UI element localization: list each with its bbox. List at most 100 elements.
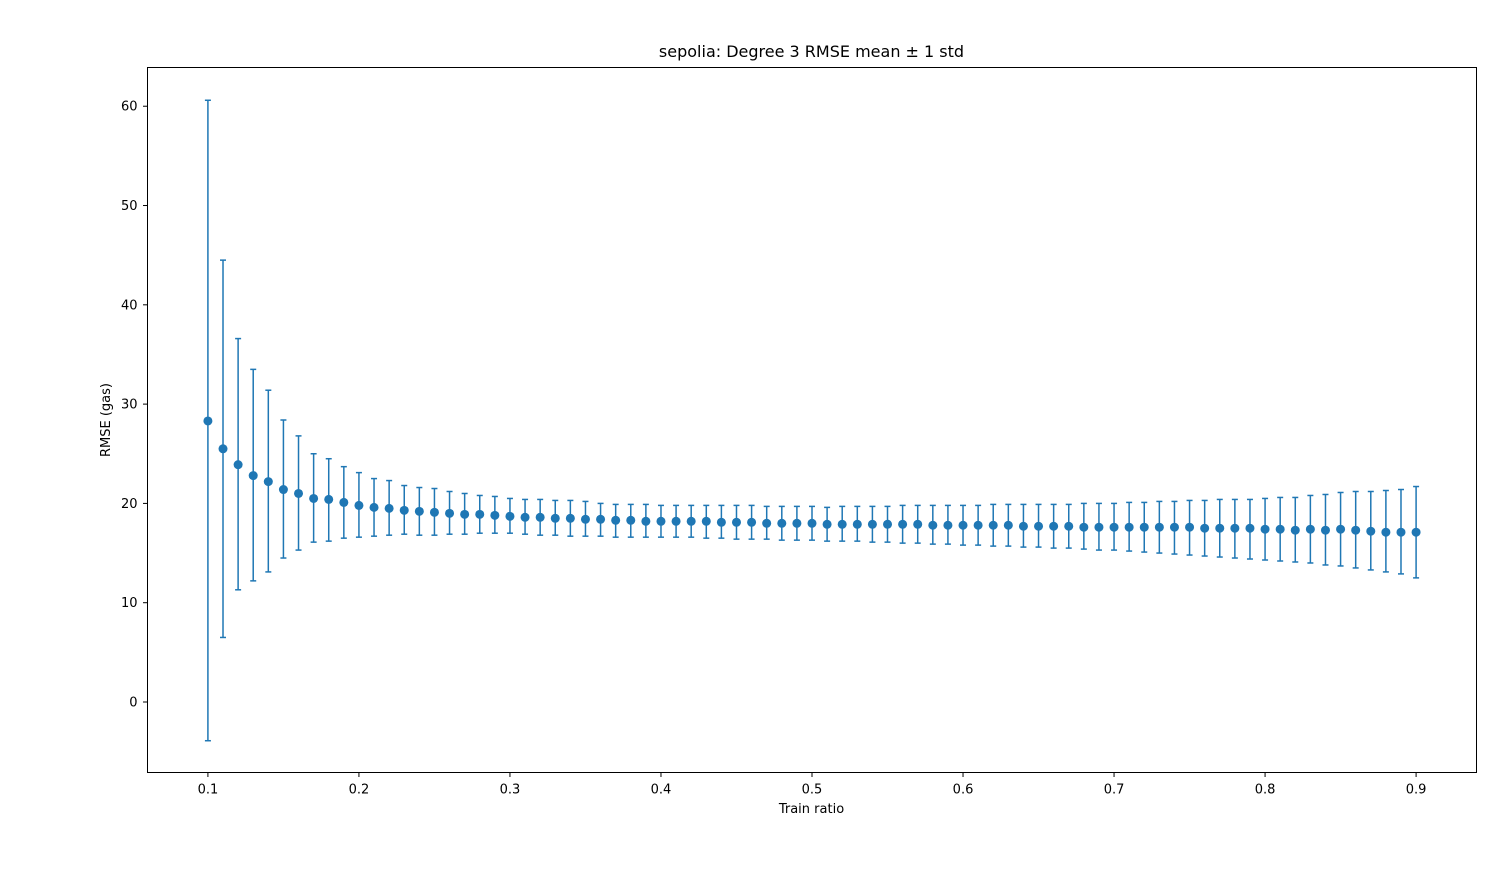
data-point xyxy=(278,485,288,495)
x-tick-label: 0.1 xyxy=(198,783,219,798)
y-tick-label: 10 xyxy=(121,596,138,611)
x-tick-label: 0.8 xyxy=(1255,783,1276,798)
data-point xyxy=(414,506,424,516)
x-axis-label: Train ratio xyxy=(778,802,844,817)
data-point xyxy=(384,503,394,513)
data-point xyxy=(747,517,757,527)
data-point xyxy=(1079,522,1089,532)
x-ticks: 0.1 0.2 0.3 0.4 0.5 0.6 0.7 0.8 0.9 xyxy=(198,772,1426,798)
data-point xyxy=(898,519,908,529)
data-point xyxy=(445,508,455,518)
data-point xyxy=(535,512,545,522)
data-point xyxy=(505,511,515,521)
data-point xyxy=(731,517,741,527)
data-point xyxy=(867,519,877,529)
x-tick-label: 0.6 xyxy=(953,783,974,798)
data-point xyxy=(1094,522,1104,532)
data-point xyxy=(883,519,893,529)
plot-frame-group xyxy=(147,67,1477,773)
data-point xyxy=(611,515,621,525)
data-point xyxy=(1124,522,1134,532)
data-point xyxy=(1351,525,1361,535)
data-point xyxy=(339,497,349,507)
data-point xyxy=(520,512,530,522)
data-point xyxy=(233,460,243,470)
y-tick-label: 40 xyxy=(121,298,138,313)
data-point xyxy=(656,516,666,526)
data-point xyxy=(1139,522,1149,532)
data-point xyxy=(1381,527,1391,537)
data-point xyxy=(369,502,379,512)
data-point xyxy=(913,519,923,529)
x-tick-label: 0.7 xyxy=(1104,783,1125,798)
y-axis-label: RMSE (gas) xyxy=(99,383,114,457)
x-tick-label: 0.4 xyxy=(651,783,672,798)
data-point xyxy=(973,520,983,530)
data-point xyxy=(852,519,862,529)
error-bars xyxy=(204,99,1420,742)
data-point xyxy=(777,518,787,528)
x-tick-label: 0.5 xyxy=(802,783,823,798)
data-point xyxy=(988,520,998,530)
data-point xyxy=(1230,523,1240,533)
data-point xyxy=(1154,522,1164,532)
data-point xyxy=(1064,521,1074,531)
data-point xyxy=(1260,524,1270,534)
data-point xyxy=(716,517,726,527)
data-point xyxy=(1185,522,1195,532)
data-point xyxy=(1320,525,1330,535)
data-point xyxy=(837,519,847,529)
data-point xyxy=(1200,523,1210,533)
data-point xyxy=(626,515,636,525)
data-point xyxy=(1411,527,1421,537)
data-point xyxy=(792,518,802,528)
data-point xyxy=(490,510,500,520)
data-point xyxy=(686,516,696,526)
data-point xyxy=(475,509,485,519)
data-point xyxy=(762,518,772,528)
data-point xyxy=(309,493,319,503)
y-tick-label: 50 xyxy=(121,199,138,214)
data-point xyxy=(1109,522,1119,532)
data-point xyxy=(596,514,606,524)
data-point xyxy=(928,520,938,530)
data-point xyxy=(1305,524,1315,534)
data-point xyxy=(294,488,304,498)
data-point xyxy=(943,520,953,530)
data-points xyxy=(203,416,1421,537)
data-point xyxy=(248,471,258,481)
data-point xyxy=(1003,520,1013,530)
data-point xyxy=(1275,524,1285,534)
data-point xyxy=(641,516,651,526)
y-tick-label: 60 xyxy=(121,100,138,115)
data-point xyxy=(822,519,832,529)
data-point xyxy=(550,513,560,523)
data-point xyxy=(218,444,228,454)
data-point xyxy=(565,513,575,523)
chart-title: sepolia: Degree 3 RMSE mean ± 1 std xyxy=(659,42,964,61)
data-point xyxy=(701,516,711,526)
data-point xyxy=(1245,523,1255,533)
data-point xyxy=(324,494,334,504)
data-point xyxy=(1366,526,1376,536)
data-point xyxy=(671,516,681,526)
data-point xyxy=(1215,523,1225,533)
data-point xyxy=(1049,521,1059,531)
data-point xyxy=(1290,525,1300,535)
data-point xyxy=(460,509,470,519)
data-point xyxy=(429,507,439,517)
data-point xyxy=(263,477,273,487)
data-point xyxy=(1018,521,1028,531)
data-point xyxy=(807,518,817,528)
y-tick-label: 0 xyxy=(129,696,137,711)
data-point xyxy=(1169,522,1179,532)
data-point xyxy=(1396,527,1406,537)
y-tick-label: 20 xyxy=(121,497,138,512)
data-point xyxy=(580,514,590,524)
data-point xyxy=(1034,521,1044,531)
plot-frame xyxy=(147,67,1477,773)
data-point xyxy=(354,500,364,510)
y-tick-label: 30 xyxy=(121,398,138,413)
